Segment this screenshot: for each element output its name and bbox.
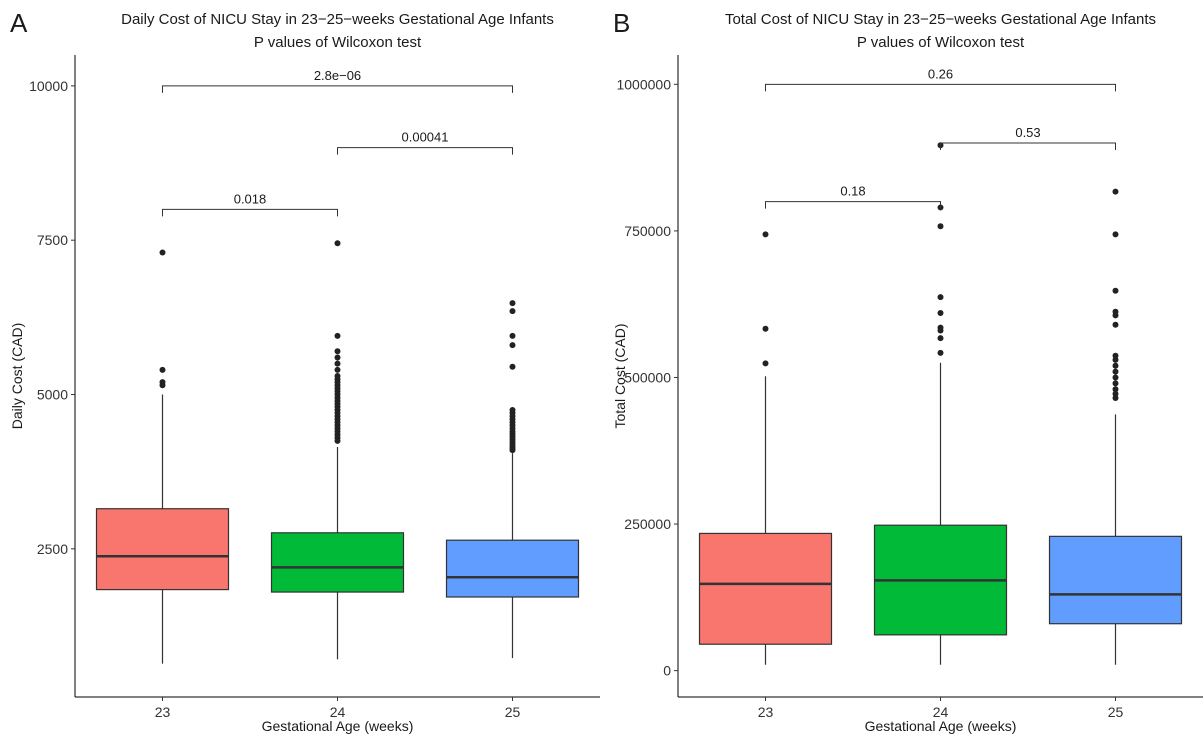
outlier-point: [762, 360, 769, 367]
outlier-point: [334, 366, 341, 373]
comparison-bracket: [940, 142, 1116, 150]
y-tick-label: 750000: [624, 223, 671, 239]
outlier-point: [509, 308, 516, 315]
y-axis-label: Daily Cost (CAD): [9, 323, 25, 430]
y-tick-label: 1000000: [616, 76, 671, 92]
outlier-point: [509, 406, 516, 413]
outlier-point: [937, 335, 944, 342]
outlier-point: [937, 309, 944, 316]
outlier-point: [1112, 308, 1119, 315]
box-23: [95, 508, 230, 591]
comparison-bracket: [765, 201, 941, 209]
x-tick-label: 23: [758, 704, 774, 720]
y-tick-label: 0: [663, 663, 671, 679]
outlier-point: [1112, 394, 1119, 401]
box-25: [445, 539, 580, 598]
outlier-point: [334, 354, 341, 361]
outlier-point: [1112, 390, 1119, 397]
chart-title: Total Cost of NICU Stay in 23−25−weeks G…: [724, 11, 1157, 28]
comparison-bracket: [162, 85, 513, 93]
chart-subtitle: P values of Wilcoxon test: [856, 34, 1025, 51]
outlier-point: [509, 300, 516, 307]
box-23: [698, 532, 833, 645]
outlier-point: [1112, 231, 1119, 238]
outlier-point: [937, 324, 944, 331]
outlier-point: [334, 373, 341, 379]
box-24: [270, 532, 405, 593]
outlier-point: [509, 332, 516, 339]
panel-a: A Daily Cost of NICU Stay in 23−25−weeks…: [0, 0, 600, 735]
x-tick-label: 25: [1108, 704, 1124, 720]
panel-b: B Total Cost of NICU Stay in 23−25−weeks…: [603, 0, 1203, 735]
outlier-point: [334, 348, 341, 355]
outlier-point: [1112, 188, 1119, 195]
y-tick-label: 10000: [29, 78, 68, 94]
outlier-point: [1112, 380, 1119, 387]
p-value-label: 0.018: [234, 191, 267, 206]
p-value-label: 0.18: [840, 184, 865, 199]
outlier-point: [1112, 368, 1119, 375]
x-tick-label: 24: [933, 704, 949, 720]
y-tick-label: 250000: [624, 516, 671, 532]
comparison-bracket: [765, 83, 1116, 92]
outlier-point: [334, 240, 341, 247]
outlier-point: [509, 363, 516, 370]
outlier-point: [1112, 287, 1119, 294]
outlier-point: [1112, 356, 1119, 363]
outlier-point: [937, 294, 944, 301]
x-tick-label: 24: [330, 704, 346, 720]
outlier-point: [1112, 362, 1119, 369]
comparison-bracket: [162, 208, 338, 217]
chart-subtitle: P values of Wilcoxon test: [253, 34, 422, 51]
outlier-point: [1112, 374, 1119, 381]
panel-letter: B: [613, 8, 631, 38]
boxplot-total-cost: 0 250000 500000 750000 1000000 23 24 25 Gestatio…: [612, 55, 1203, 734]
y-tick-label: 2500: [37, 541, 68, 557]
outlier-point: [937, 223, 944, 230]
p-value-label: 0.53: [1015, 125, 1040, 140]
outlier-point: [1112, 352, 1119, 359]
y-axis-label: Total Cost (CAD): [612, 323, 628, 428]
box-25: [1048, 535, 1183, 625]
outlier-point: [1112, 386, 1119, 393]
outlier-point: [509, 342, 516, 349]
p-value-label: 2.8e−06: [314, 68, 361, 83]
outlier-point: [762, 325, 769, 332]
outlier-point: [159, 249, 166, 256]
outlier-point: [159, 379, 166, 386]
y-tick-label: 500000: [624, 369, 671, 385]
p-value-label: 0.00041: [402, 130, 449, 145]
y-tick-label: 7500: [37, 232, 68, 248]
y-tick-label: 5000: [37, 387, 68, 403]
chart-title: Daily Cost of NICU Stay in 23−25−weeks G…: [121, 11, 554, 28]
x-axis-label: Gestational Age (weeks): [262, 718, 414, 734]
outlier-point: [762, 231, 769, 238]
outlier-point: [334, 332, 341, 339]
outlier-point: [937, 349, 944, 356]
p-value-label: 0.26: [928, 66, 953, 81]
outlier-point: [334, 360, 341, 367]
x-tick-label: 25: [505, 704, 521, 720]
outlier-point: [159, 366, 166, 373]
boxplot-daily-cost: 2500 5000 7500 10000 23 24 25 Gestational Age (…: [9, 55, 600, 734]
panel-letter: A: [10, 8, 28, 38]
outlier-point: [1112, 321, 1119, 328]
x-axis-label: Gestational Age (weeks): [865, 718, 1017, 734]
x-tick-label: 23: [155, 704, 171, 720]
comparison-bracket: [337, 147, 513, 155]
